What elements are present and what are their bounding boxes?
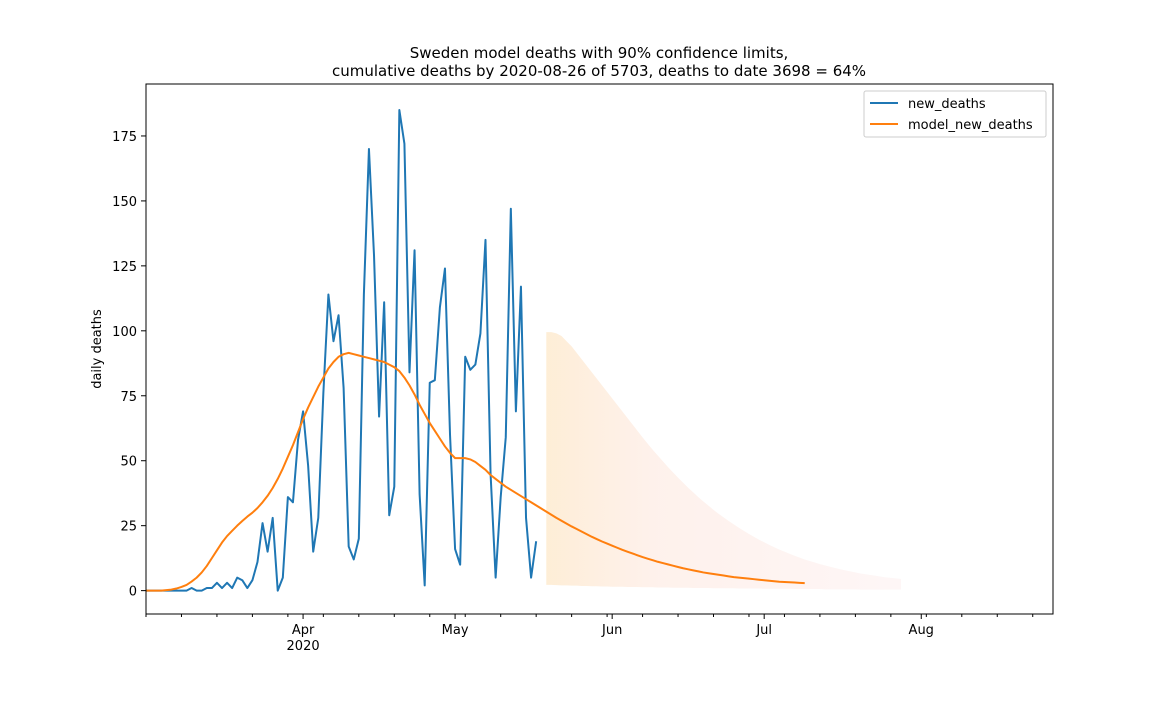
plot-frame <box>145 83 1054 615</box>
y-axis-label: daily deaths <box>90 309 105 389</box>
y-tick-label: 50 <box>120 455 137 470</box>
chart-title-line1: Sweden model deaths with 90% confidence … <box>410 44 789 62</box>
legend-label-new-deaths: new_deaths <box>908 97 986 112</box>
x-tick-label: May <box>442 623 469 638</box>
y-tick-label: 25 <box>120 520 137 535</box>
series-line-model-new-deaths <box>146 351 805 592</box>
y-tick-label: 150 <box>112 195 137 210</box>
chart-title-line2: cumulative deaths by 2020-08-26 of 5703,… <box>332 62 866 80</box>
legend: new_deaths model_new_deaths <box>863 90 1047 138</box>
x-tick-label: Apr <box>292 623 315 638</box>
x-tick-sublabel: 2020 <box>287 639 320 654</box>
y-tick-label: 0 <box>129 585 137 600</box>
legend-label-model-new-deaths: model_new_deaths <box>908 118 1033 133</box>
series-line-new-deaths <box>146 108 538 592</box>
x-tick-label: Jul <box>755 623 772 638</box>
x-tick-label: Jun <box>601 623 622 638</box>
y-tick-label: 175 <box>112 130 137 145</box>
plot-area <box>146 108 901 592</box>
y-tick-label: 100 <box>112 325 137 340</box>
y-tick-label: 75 <box>120 390 137 405</box>
confidence-band <box>546 332 901 590</box>
x-tick-label: Aug <box>909 623 934 638</box>
y-tick-label: 125 <box>112 260 137 275</box>
legend-box <box>863 90 1047 138</box>
